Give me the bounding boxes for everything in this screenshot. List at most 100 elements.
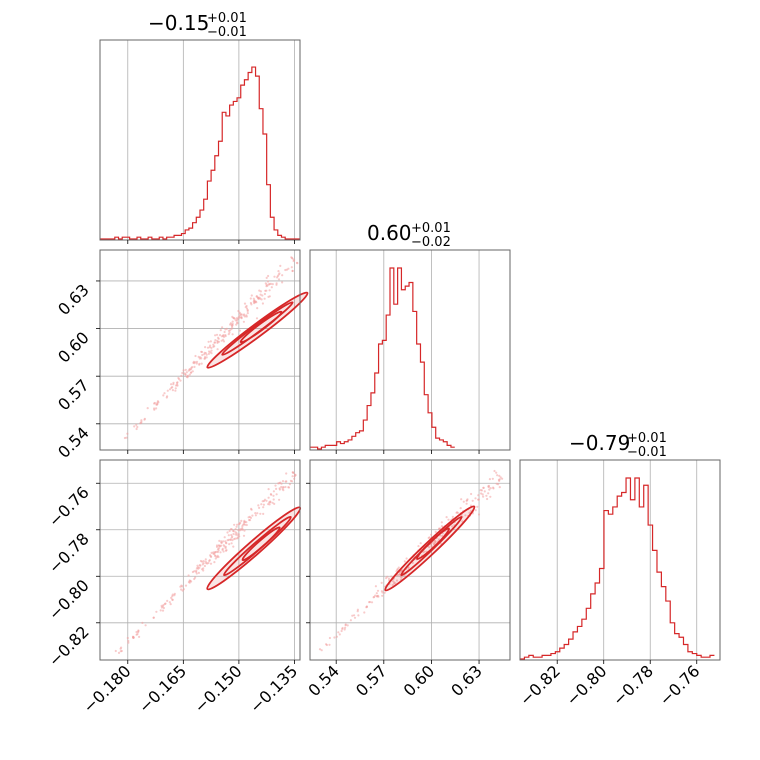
scatter-point	[462, 500, 465, 503]
scatter-point	[197, 355, 200, 358]
scatter-point	[357, 614, 360, 617]
scatter-point	[419, 542, 422, 545]
scatter-point	[430, 533, 433, 536]
scatter-point	[221, 326, 224, 329]
scatter-point	[240, 519, 243, 523]
scatter-point	[466, 499, 469, 502]
scatter-point	[218, 544, 221, 548]
x-tick-label: −0.150	[190, 661, 245, 716]
scatter-point	[195, 569, 198, 572]
scatter-point	[346, 624, 349, 627]
scatter-point	[172, 383, 175, 386]
scatter-point	[481, 493, 484, 496]
scatter-point	[174, 387, 177, 390]
scatter-point	[181, 589, 184, 592]
scatter-point	[186, 376, 189, 379]
scatter-point	[220, 335, 223, 338]
scatter-point	[269, 282, 272, 285]
scatter-point	[234, 533, 237, 536]
scatter-point	[210, 551, 213, 555]
scatter-point	[441, 534, 444, 538]
scatter-point	[187, 574, 190, 577]
scatter-point	[219, 544, 223, 547]
scatter-point	[279, 264, 282, 267]
scatter-point	[273, 502, 276, 505]
scatter-point	[263, 292, 266, 296]
scatter-point	[447, 518, 450, 521]
scatter-point	[235, 525, 238, 528]
scatter-point	[245, 523, 248, 527]
scatter-point	[255, 317, 259, 320]
scatter-point	[205, 562, 208, 565]
scatter-point	[275, 487, 278, 490]
contour-level	[416, 527, 450, 560]
scatter-point	[240, 316, 243, 319]
scatter-point	[271, 283, 274, 286]
scatter-point	[464, 514, 467, 517]
scatter-point	[125, 436, 128, 439]
scatter-point	[267, 496, 270, 499]
scatter-point	[491, 477, 494, 480]
scatter-point	[501, 477, 504, 480]
scatter-point	[231, 539, 234, 542]
scatter-point	[202, 560, 205, 563]
scatter-point	[120, 649, 123, 653]
scatter-point	[244, 306, 247, 309]
scatter-point	[320, 649, 323, 652]
scatter-point	[230, 528, 233, 531]
scatter-point	[344, 626, 347, 629]
scatter-point	[188, 373, 191, 376]
scatter-point	[258, 506, 261, 509]
scatter-point	[434, 541, 437, 544]
scatter-point	[126, 636, 129, 640]
scatter-point	[351, 614, 354, 617]
scatter-point	[278, 482, 281, 485]
scatter-point	[281, 281, 284, 284]
scatter-point	[141, 621, 144, 625]
scatter-point	[178, 378, 181, 381]
y-tick-label: 0.54	[54, 423, 93, 462]
scatter-point	[174, 389, 177, 392]
scatter-point	[368, 601, 371, 604]
scatter-point	[229, 538, 232, 541]
scatter-point	[489, 495, 492, 498]
x-tick-label: −0.82	[516, 661, 564, 709]
scatter-point	[328, 643, 331, 646]
scatter-point	[222, 340, 226, 343]
scatter-point	[470, 492, 473, 496]
scatter-point	[482, 486, 485, 489]
scatter-point	[282, 486, 285, 489]
scatter-point	[216, 348, 219, 351]
scatter-point	[234, 537, 237, 540]
scatter-point	[495, 482, 498, 485]
scatter-point	[465, 502, 468, 505]
scatter-point	[395, 579, 399, 582]
scatter-point	[293, 477, 296, 480]
scatter-point	[237, 533, 240, 536]
scatter-point	[233, 317, 236, 320]
scatter-point	[259, 293, 262, 296]
title-param2-lower: −0.02	[411, 235, 451, 250]
panel-frame	[99, 39, 301, 241]
scatter-point	[162, 394, 165, 397]
scatter-point	[153, 401, 156, 405]
scatter-point	[407, 566, 410, 570]
scatter-point	[246, 309, 249, 313]
scatter-point	[215, 544, 219, 547]
scatter-point	[225, 542, 228, 545]
scatter-point	[292, 259, 295, 263]
scatter-point	[136, 425, 139, 429]
scatter-point	[265, 289, 268, 292]
scatter-point	[137, 631, 140, 634]
scatter-point	[153, 408, 156, 411]
scatter-point	[493, 469, 496, 473]
scatter-point	[169, 603, 172, 606]
scatter-point	[274, 484, 277, 487]
scatter-point	[204, 357, 207, 360]
scatter-point	[256, 307, 259, 310]
scatter-point	[171, 386, 174, 389]
scatter-point	[291, 475, 294, 478]
scatter-point	[140, 421, 143, 424]
scatter-point	[208, 559, 211, 563]
scatter-point	[477, 513, 481, 516]
